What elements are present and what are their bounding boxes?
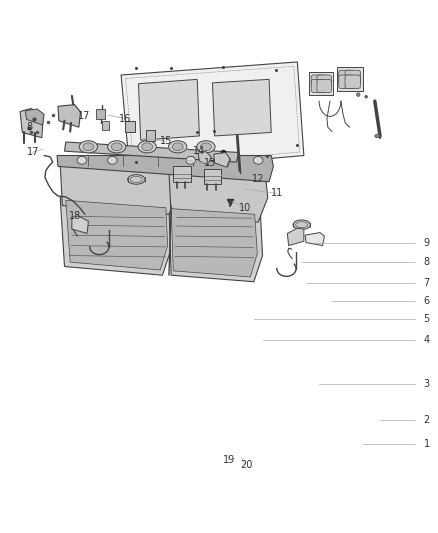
Ellipse shape xyxy=(108,156,117,164)
Text: 9: 9 xyxy=(424,238,430,248)
Polygon shape xyxy=(171,208,257,277)
Ellipse shape xyxy=(201,143,212,151)
Polygon shape xyxy=(64,142,239,162)
FancyBboxPatch shape xyxy=(339,75,354,88)
Polygon shape xyxy=(60,197,171,275)
Polygon shape xyxy=(20,109,43,138)
Ellipse shape xyxy=(169,141,187,153)
Ellipse shape xyxy=(197,141,215,153)
Text: 11: 11 xyxy=(271,188,283,198)
Polygon shape xyxy=(287,228,304,246)
FancyBboxPatch shape xyxy=(311,75,325,88)
Text: 15: 15 xyxy=(160,136,173,146)
Ellipse shape xyxy=(111,143,122,151)
Text: 14: 14 xyxy=(193,146,205,156)
Polygon shape xyxy=(60,162,180,214)
FancyBboxPatch shape xyxy=(311,79,325,92)
Text: 5: 5 xyxy=(424,314,430,324)
Bar xyxy=(309,72,333,95)
Ellipse shape xyxy=(253,156,263,164)
Bar xyxy=(336,67,363,91)
Text: 19: 19 xyxy=(223,455,236,465)
Text: 17: 17 xyxy=(78,111,90,122)
Bar xyxy=(125,121,135,133)
Bar xyxy=(173,166,191,182)
FancyBboxPatch shape xyxy=(317,75,332,88)
Ellipse shape xyxy=(127,175,145,184)
Ellipse shape xyxy=(172,143,183,151)
Ellipse shape xyxy=(357,93,360,96)
Ellipse shape xyxy=(77,156,87,164)
Text: 8: 8 xyxy=(424,257,430,267)
Polygon shape xyxy=(58,104,81,127)
Text: 2: 2 xyxy=(424,415,430,425)
Text: 6: 6 xyxy=(424,296,430,306)
Polygon shape xyxy=(138,79,199,140)
Bar xyxy=(146,130,155,141)
Bar xyxy=(204,168,221,184)
Bar xyxy=(96,109,105,119)
Polygon shape xyxy=(72,216,88,233)
Text: 8: 8 xyxy=(27,122,33,132)
Ellipse shape xyxy=(138,141,156,153)
Ellipse shape xyxy=(221,156,230,164)
FancyBboxPatch shape xyxy=(317,79,332,92)
Ellipse shape xyxy=(365,95,367,98)
Polygon shape xyxy=(121,62,304,171)
Text: 13: 13 xyxy=(204,158,216,168)
Text: 12: 12 xyxy=(252,174,264,184)
FancyBboxPatch shape xyxy=(345,70,360,84)
Text: 17: 17 xyxy=(27,148,39,157)
FancyBboxPatch shape xyxy=(339,70,354,84)
Text: 20: 20 xyxy=(240,459,252,470)
Bar xyxy=(102,121,109,130)
Text: 10: 10 xyxy=(239,203,251,213)
Polygon shape xyxy=(305,232,324,246)
Polygon shape xyxy=(169,172,268,222)
Ellipse shape xyxy=(108,141,126,153)
Ellipse shape xyxy=(142,143,152,151)
Text: 7: 7 xyxy=(424,278,430,288)
Ellipse shape xyxy=(186,156,195,164)
Text: 16: 16 xyxy=(119,114,131,124)
Polygon shape xyxy=(169,206,262,282)
Polygon shape xyxy=(66,200,168,270)
Ellipse shape xyxy=(293,220,311,230)
Text: 1: 1 xyxy=(424,439,430,449)
FancyBboxPatch shape xyxy=(345,75,360,88)
Text: 3: 3 xyxy=(424,379,430,389)
Text: 18: 18 xyxy=(69,212,81,221)
Ellipse shape xyxy=(375,134,380,138)
Polygon shape xyxy=(198,151,211,165)
Polygon shape xyxy=(214,152,230,167)
Ellipse shape xyxy=(79,141,98,153)
Ellipse shape xyxy=(83,143,94,151)
Polygon shape xyxy=(212,79,271,136)
Polygon shape xyxy=(57,156,273,182)
Polygon shape xyxy=(25,109,44,125)
Text: 4: 4 xyxy=(424,335,430,345)
